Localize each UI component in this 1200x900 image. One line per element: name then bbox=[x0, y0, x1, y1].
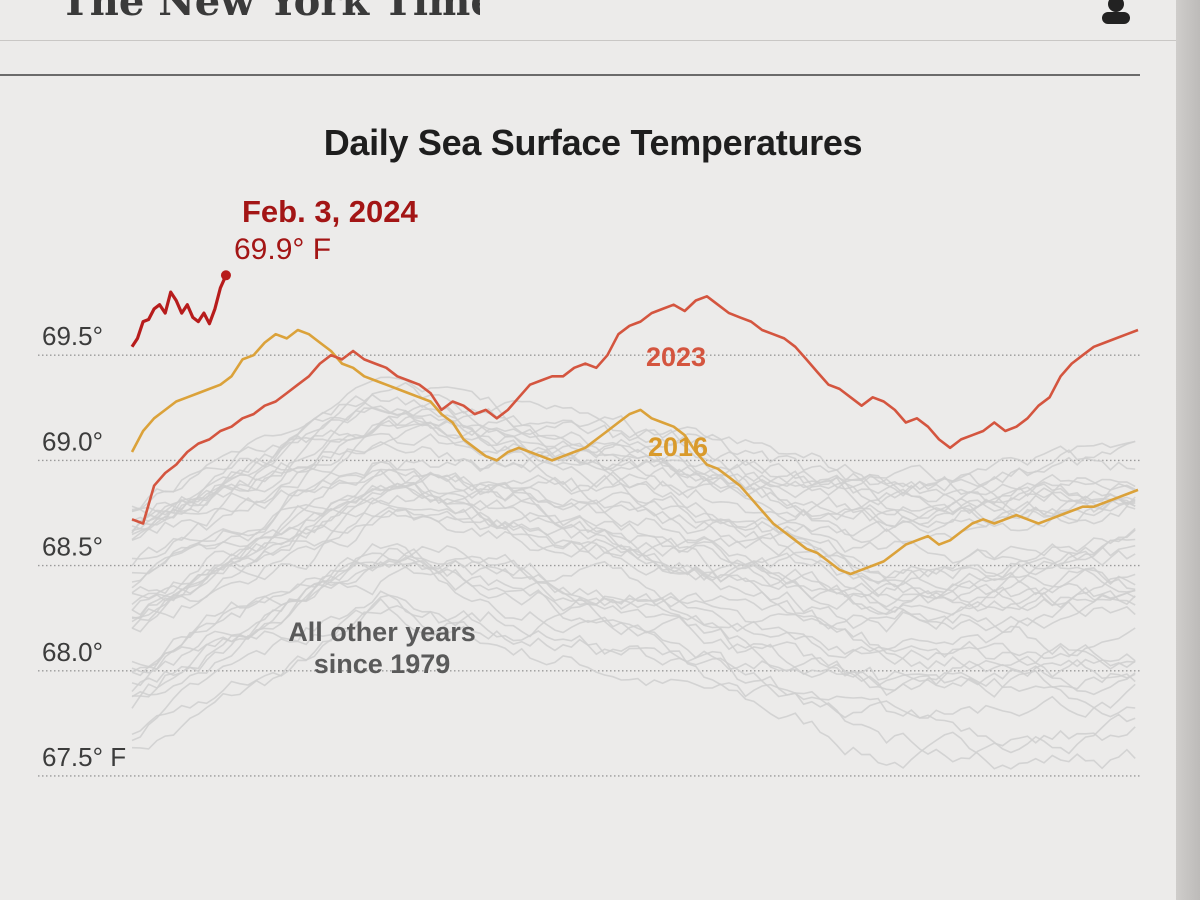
highlighted-series bbox=[130, 270, 1139, 576]
series-line-2024 bbox=[130, 274, 228, 348]
other-year-line bbox=[131, 401, 1136, 523]
other-year-line bbox=[131, 497, 1136, 633]
other-year-line bbox=[131, 506, 1136, 633]
other-year-line bbox=[131, 441, 1136, 541]
y-tick-label: 67.5° F bbox=[42, 742, 126, 772]
other-year-line bbox=[131, 419, 1136, 511]
nyt-masthead[interactable]: The New York Times bbox=[60, 0, 480, 24]
annotation-value: 69.9° F bbox=[234, 233, 331, 266]
y-tick-label: 69.0° bbox=[42, 426, 103, 456]
other-year-line bbox=[131, 558, 1136, 693]
series-line-2023 bbox=[131, 295, 1139, 525]
series-label-2016: 2016 bbox=[648, 432, 708, 462]
other-year-line bbox=[131, 460, 1136, 579]
other-year-line bbox=[131, 469, 1136, 602]
other-year-line bbox=[131, 489, 1136, 612]
other-year-line bbox=[131, 482, 1136, 616]
annotation-date: Feb. 3, 2024 bbox=[242, 194, 419, 229]
other-years-lines bbox=[131, 376, 1136, 770]
y-tick-label: 68.0° bbox=[42, 637, 103, 667]
other-year-line bbox=[131, 423, 1136, 532]
other-years-label-line1: All other years bbox=[288, 617, 476, 647]
y-tick-label: 69.5° bbox=[42, 321, 103, 351]
other-year-line bbox=[131, 608, 1136, 770]
other-year-line bbox=[131, 545, 1136, 674]
other-year-line bbox=[131, 594, 1136, 763]
series-label-2023: 2023 bbox=[646, 342, 706, 372]
latest-point-marker bbox=[220, 270, 231, 281]
other-year-line bbox=[131, 547, 1136, 670]
other-year-line bbox=[131, 393, 1136, 532]
other-year-line bbox=[131, 471, 1136, 600]
chart-title: Daily Sea Surface Temperatures bbox=[323, 122, 863, 163]
series-line-2016 bbox=[130, 328, 1139, 576]
other-year-line bbox=[131, 404, 1136, 531]
other-year-line bbox=[131, 548, 1136, 678]
y-tick-label: 68.5° bbox=[42, 532, 103, 562]
chart-labels: 69.5° 69.0° 68.5° 68.0° 67.5° F Feb. 3, 2024 6… bbox=[42, 194, 708, 772]
header-divider bbox=[0, 40, 1176, 41]
other-year-line bbox=[131, 508, 1136, 634]
other-year-line bbox=[131, 376, 1136, 516]
other-years-label-line2: since 1979 bbox=[314, 649, 451, 679]
account-icon[interactable] bbox=[1096, 0, 1136, 24]
other-year-line bbox=[131, 565, 1136, 719]
device-bezel bbox=[1176, 0, 1200, 900]
section-divider bbox=[0, 74, 1140, 76]
other-year-line bbox=[131, 407, 1136, 534]
other-year-line bbox=[131, 468, 1136, 588]
other-year-line bbox=[131, 460, 1136, 598]
other-year-line bbox=[131, 597, 1136, 755]
